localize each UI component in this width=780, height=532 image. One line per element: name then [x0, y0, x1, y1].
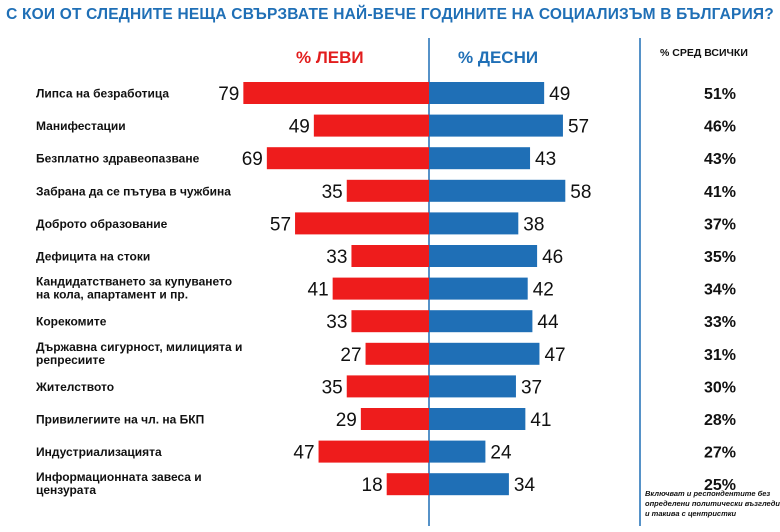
bar-right: [429, 147, 531, 170]
bar-left: [318, 440, 429, 463]
bar-right: [429, 114, 563, 137]
category-label: Корекомите: [36, 315, 107, 329]
value-left: 27: [340, 345, 361, 366]
value-right: 34: [514, 475, 536, 496]
value-left: 49: [289, 117, 310, 138]
value-all: 28%: [704, 412, 736, 429]
value-all: 31%: [704, 347, 736, 364]
bar-left: [360, 408, 429, 430]
bar-right: [429, 179, 566, 202]
value-left: 47: [293, 443, 314, 464]
category-label: Жителството: [35, 380, 114, 394]
bar-left: [351, 310, 429, 333]
category-label: Кандидатстването за купуването на кола, а…: [36, 275, 232, 302]
value-right: 46: [542, 247, 563, 268]
value-all: 27%: [704, 445, 736, 462]
value-right: 47: [544, 345, 565, 366]
category-label: Манифестации: [36, 119, 126, 133]
bar-right: [429, 82, 545, 104]
value-right: 57: [568, 117, 589, 138]
bar-left: [386, 473, 429, 496]
bar-right: [429, 342, 540, 365]
value-right: 42: [533, 280, 554, 301]
bar-left: [295, 212, 429, 235]
bar-left: [365, 342, 429, 365]
value-left: 79: [218, 84, 239, 105]
category-label: Привилегиите на чл. на БКП: [36, 413, 204, 427]
value-left: 33: [326, 312, 347, 333]
value-left: 33: [326, 247, 347, 268]
value-right: 43: [535, 149, 556, 170]
category-label: Забрана да се пътува в чужбина: [36, 184, 231, 198]
bar-right: [429, 473, 509, 496]
value-right: 49: [549, 84, 570, 105]
value-right: 58: [570, 182, 591, 203]
bar-right: [429, 440, 486, 463]
bar-left: [346, 179, 429, 202]
bar-right: [429, 408, 526, 430]
bar-left: [351, 245, 429, 267]
chart-title: С КОИ ОТ СЛЕДНИТЕ НЕЩА СВЪРЗВАТЕ НАЙ-ВЕЧ…: [6, 6, 774, 23]
value-right: 24: [490, 443, 512, 464]
category-label: Безплатно здравеопазване: [36, 152, 200, 166]
bar-right: [429, 375, 516, 398]
value-left: 69: [242, 149, 263, 170]
footnote: Включват и респондентите без определени …: [645, 489, 780, 518]
value-all: 37%: [704, 216, 736, 233]
value-all: 51%: [704, 86, 736, 103]
value-left: 29: [336, 410, 357, 431]
value-all: 33%: [704, 314, 736, 331]
bar-left: [243, 82, 429, 104]
value-all: 25%: [704, 477, 736, 494]
value-right: 38: [523, 214, 544, 235]
value-all: 43%: [704, 151, 736, 168]
category-label: Дефицита на стоки: [36, 250, 150, 264]
header-right: % ДЕСНИ: [458, 48, 539, 67]
value-left: 35: [322, 182, 343, 203]
value-all: 34%: [704, 282, 736, 299]
bar-left: [266, 147, 429, 170]
bar-right: [429, 245, 538, 267]
category-label: Индустриализацията: [36, 445, 162, 459]
header-all: % СРЕД ВСИЧКИ: [660, 47, 748, 59]
value-left: 35: [322, 377, 343, 398]
value-right: 44: [537, 312, 559, 333]
category-label: Липса на безработица: [36, 87, 169, 101]
bar-right: [429, 277, 528, 300]
value-all: 30%: [704, 379, 736, 396]
value-right: 41: [530, 410, 551, 431]
value-all: 41%: [704, 184, 736, 201]
value-left: 57: [270, 214, 291, 235]
header-left: % ЛЕВИ: [296, 48, 364, 67]
bar-right: [429, 310, 533, 333]
value-right: 37: [521, 377, 542, 398]
value-all: 35%: [704, 249, 736, 266]
bar-left: [313, 114, 429, 137]
value-all: 46%: [704, 119, 736, 136]
value-left: 18: [362, 475, 383, 496]
category-label: Доброто образование: [36, 217, 168, 231]
bar-right: [429, 212, 519, 235]
category-label: Информационната завеса и цензурата: [36, 470, 202, 497]
bar-left: [346, 375, 429, 398]
category-label: Държавна сигурност, милицията и репресиит…: [36, 340, 242, 367]
value-left: 41: [308, 280, 329, 301]
bar-left: [332, 277, 429, 300]
